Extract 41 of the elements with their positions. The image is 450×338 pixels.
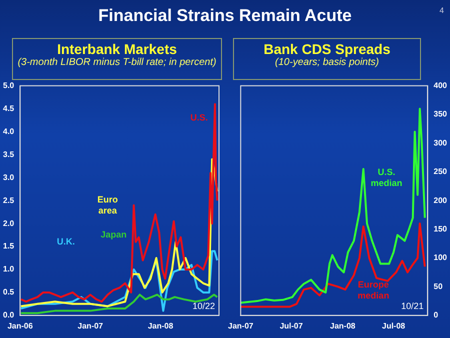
y2-tick-label: 200 [434, 196, 448, 205]
y-tick-label: 3.0 [2, 172, 15, 182]
x-tick-label: Jan-08 [148, 321, 174, 330]
y-tick-label: 4.0 [2, 126, 15, 136]
y-tick-label: 5.0 [2, 81, 15, 90]
chart-title: Bank CDS Spreads [262, 41, 392, 57]
y2-tick-label: 350 [434, 110, 448, 119]
y2-tick-label: 100 [434, 253, 448, 262]
y-tick-label: 4.5 [2, 104, 15, 113]
series-label: U.S. [190, 112, 208, 122]
y-tick-label: 2.0 [2, 218, 15, 228]
y2-tick-label: 400 [434, 81, 448, 90]
x-tick-label: Jul-07 [280, 321, 304, 330]
text: Financial Strains Remain Acute [98, 6, 352, 25]
y-tick-label: 1.5 [2, 242, 15, 251]
text: Euro area [97, 194, 118, 216]
x-tick-label: Jan-06 [7, 321, 34, 330]
y2-tick-label: 150 [434, 224, 448, 234]
text: U.K. [56, 236, 75, 246]
annotation: 10/21 [401, 300, 424, 311]
series-label: Europe median [358, 280, 390, 301]
x-tick-label: Jan-08 [330, 321, 356, 330]
y-tick-label: 0.5 [2, 288, 15, 297]
y2-tick-label: 0 [434, 310, 439, 320]
y2-tick-label: 50 [434, 282, 444, 291]
chart-title: Interbank Markets [56, 41, 178, 57]
x-tick-label: Jul-08 [382, 321, 406, 330]
y-tick-label: 3.5 [2, 150, 15, 159]
x-tick-label: Jan-07 [78, 321, 104, 330]
y2-tick-label: 300 [434, 138, 448, 148]
series-label: U.S. median [370, 167, 402, 188]
text: Japan [100, 230, 127, 240]
annotation: 10/22 [192, 300, 215, 311]
chart-subtitle: (3-month LIBOR minus T-bill rate; in percent) [16, 57, 218, 68]
y-tick-label: 0.0 [2, 310, 15, 320]
x-tick-label: Jan-07 [228, 321, 254, 330]
text: 4 [440, 6, 444, 15]
y-tick-label: 1.0 [2, 264, 15, 274]
y2-tick-label: 250 [434, 167, 448, 176]
y-tick-label: 2.5 [2, 196, 15, 205]
chart-subtitle: (10-years; basis points) [274, 57, 380, 68]
